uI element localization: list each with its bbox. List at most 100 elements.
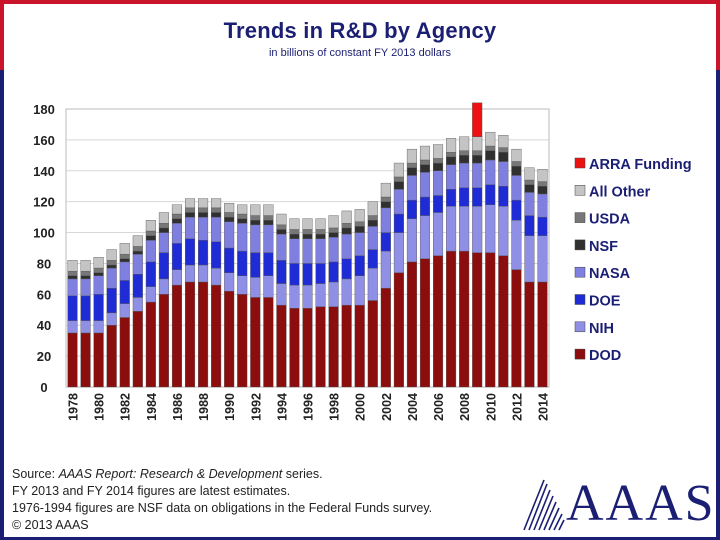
bar-segment xyxy=(93,272,104,277)
bar-segment xyxy=(367,215,378,221)
bar-segment xyxy=(419,258,431,388)
bar-segment xyxy=(211,241,222,269)
bar-segment xyxy=(171,243,182,270)
bar-segment xyxy=(472,150,483,156)
legend-swatch xyxy=(574,348,586,360)
bar-segment xyxy=(419,215,431,260)
bar-segment xyxy=(498,255,509,388)
bar-segment xyxy=(250,252,261,278)
bar-segment xyxy=(224,221,235,249)
bar-segment xyxy=(145,261,156,287)
bar-segment xyxy=(106,325,117,388)
bar-segment xyxy=(132,250,143,255)
bar-segment xyxy=(485,252,496,388)
frame-right-accent xyxy=(716,0,720,70)
bar-segment xyxy=(446,152,457,158)
bar-segment xyxy=(263,297,274,388)
legend-swatch xyxy=(574,212,586,223)
bar-segment xyxy=(302,308,313,388)
bar-segment xyxy=(119,258,130,263)
bar-segment xyxy=(524,192,535,216)
bar-segment xyxy=(198,207,209,213)
y-tick-label: 60 xyxy=(37,287,51,302)
bar-segment xyxy=(93,267,104,273)
bar-segment xyxy=(498,186,509,207)
bar-segment xyxy=(511,219,522,270)
bar-segment xyxy=(93,320,104,334)
bar-segment xyxy=(459,136,470,151)
bar-segment xyxy=(472,102,483,137)
bar-segment xyxy=(289,263,300,286)
bar-segment xyxy=(171,223,182,244)
bar-segment xyxy=(106,260,117,266)
bar-segment xyxy=(158,227,169,233)
bar-segment xyxy=(393,181,404,190)
bar-segment xyxy=(537,235,548,283)
bar-segment xyxy=(211,207,222,213)
legend-label: ARRA Funding xyxy=(589,157,692,173)
bar-segment xyxy=(302,233,313,239)
bar-segment xyxy=(393,162,404,178)
bar-segment xyxy=(184,264,196,283)
bar-segment xyxy=(237,223,248,252)
bar-segment xyxy=(93,275,104,295)
bar-segment xyxy=(237,250,248,276)
bar-segment xyxy=(315,238,326,264)
bar-segment xyxy=(67,260,78,272)
bar-segment xyxy=(302,238,313,264)
bar-segment xyxy=(406,199,417,219)
bar-segment xyxy=(158,212,169,224)
x-tick-label: 2014 xyxy=(536,393,550,421)
bar-segment xyxy=(67,332,78,388)
bar-segment xyxy=(184,238,196,266)
bar-segment xyxy=(341,278,352,306)
bar-segment xyxy=(354,255,365,277)
y-tick-label: 80 xyxy=(37,256,51,271)
bar-segment xyxy=(315,218,326,230)
bar-segment xyxy=(224,216,235,222)
x-tick-label: 2006 xyxy=(432,393,446,421)
bar-segment xyxy=(184,281,196,388)
bar-segment xyxy=(433,158,444,164)
bar-segment xyxy=(367,249,378,269)
bar-segment xyxy=(106,264,117,269)
source-line-1: Source: AAAS Report: Research & Developm… xyxy=(12,466,432,483)
bar-segment xyxy=(380,207,391,233)
bar-segment xyxy=(276,229,287,235)
bar-segment xyxy=(263,275,274,298)
bar-segment xyxy=(328,227,339,233)
x-tick-label: 1984 xyxy=(145,393,159,421)
bar-segment xyxy=(276,213,287,226)
bar-segment xyxy=(224,272,235,292)
bar-segment xyxy=(524,281,535,388)
bar-segment xyxy=(524,184,535,193)
bar-segment xyxy=(446,250,457,388)
bar-segment xyxy=(367,267,378,301)
bar-segment xyxy=(106,312,117,326)
bar-segment xyxy=(511,165,522,176)
bar-segment xyxy=(315,283,326,307)
bar-segment xyxy=(380,250,391,289)
source-line-3: 1976-1994 figures are NSF data on obliga… xyxy=(12,501,433,515)
bar-segment xyxy=(237,294,248,388)
bar-segment xyxy=(315,229,326,235)
x-tick-label: 1996 xyxy=(302,393,316,421)
bar-segment xyxy=(459,206,470,252)
bar-segment xyxy=(224,212,235,218)
x-tick-label: 2004 xyxy=(406,393,420,421)
bar-segment xyxy=(132,311,143,388)
bar-segment xyxy=(80,260,91,272)
x-tick-label: 1980 xyxy=(93,393,107,421)
bar-segment xyxy=(472,136,483,151)
logo-stripes-icon xyxy=(523,479,565,531)
y-tick-label: 40 xyxy=(37,318,51,333)
bar-segment xyxy=(237,218,248,224)
bar-segment xyxy=(354,232,365,256)
bar-segment xyxy=(406,261,417,388)
bar-segment xyxy=(237,213,248,219)
bar-segment xyxy=(158,232,169,253)
bar-segment xyxy=(380,196,391,202)
bar-segment xyxy=(511,161,522,167)
bar-segment xyxy=(537,169,548,182)
